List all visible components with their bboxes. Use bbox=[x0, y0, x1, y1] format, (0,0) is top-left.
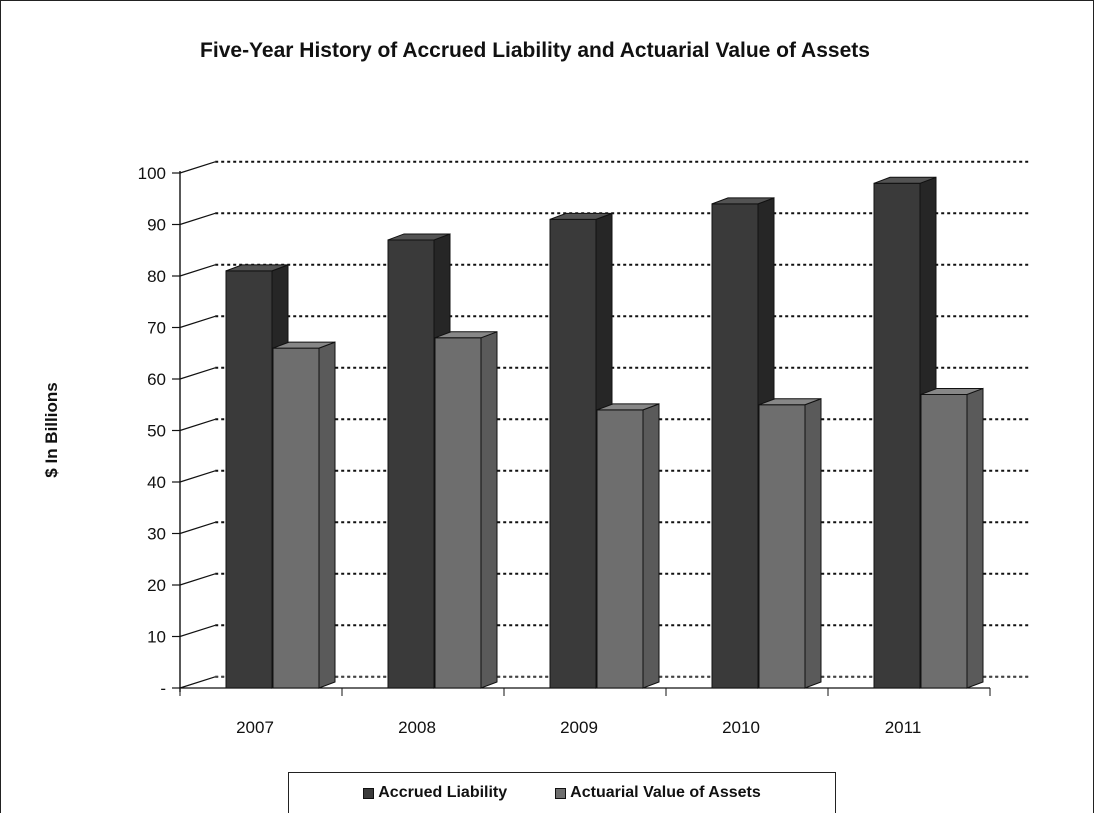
bar-actuarial-value-2008 bbox=[434, 337, 482, 689]
bar-accrued-liability-2007 bbox=[225, 270, 273, 689]
bar-side bbox=[318, 341, 336, 689]
bar-top bbox=[549, 212, 613, 220]
bar-actuarial-value-2009 bbox=[596, 409, 644, 689]
y-tick-label: 70 bbox=[147, 319, 166, 338]
legend-item-accrued-liability: Accrued Liability bbox=[363, 784, 507, 802]
bar-accrued-liability-2008 bbox=[387, 239, 435, 689]
bar-side bbox=[966, 387, 984, 689]
gridline-side bbox=[179, 521, 216, 535]
y-tick-label: 10 bbox=[147, 628, 166, 647]
bar-top bbox=[387, 233, 451, 241]
legend-label-actuarial-value: Actuarial Value of Assets bbox=[570, 784, 761, 801]
bar-top bbox=[873, 176, 937, 184]
bar-top bbox=[711, 197, 775, 205]
gridline-side bbox=[179, 212, 216, 226]
bar-side bbox=[480, 331, 498, 689]
bar-side bbox=[804, 398, 822, 689]
y-tick-label: 100 bbox=[138, 164, 166, 183]
gridline-side bbox=[179, 624, 216, 638]
bar-actuarial-value-2010 bbox=[758, 404, 806, 689]
y-tick-label: 60 bbox=[147, 370, 166, 389]
x-tick-label: 2007 bbox=[236, 718, 274, 737]
bar-top bbox=[225, 264, 289, 272]
bar-side bbox=[642, 403, 660, 689]
tick-labels: - 10 20 30 40 50 60 70 80 90 100 2007 2008 2009 2010 20… bbox=[138, 164, 922, 737]
gridline-side bbox=[179, 161, 216, 174]
gridline-side bbox=[179, 367, 216, 380]
y-tick-label: 20 bbox=[147, 576, 166, 595]
y-tick-label: 90 bbox=[147, 216, 166, 235]
y-tick-label: 30 bbox=[147, 525, 166, 544]
bar-accrued-liability-2010 bbox=[711, 203, 759, 689]
y-tick-label: 50 bbox=[147, 422, 166, 441]
bar-top bbox=[434, 331, 498, 339]
gridline-side bbox=[179, 418, 216, 432]
bar-actuarial-value-2007 bbox=[272, 347, 320, 689]
x-tick-label: 2008 bbox=[398, 718, 436, 737]
gridline-side bbox=[179, 573, 216, 586]
gridline-side bbox=[179, 470, 216, 483]
legend-swatch-actuarial-value bbox=[555, 787, 567, 799]
bar-accrued-liability-2009 bbox=[549, 218, 597, 689]
gridline-side bbox=[179, 676, 216, 689]
chart-title: Five-Year History of Accrued Liability a… bbox=[200, 39, 870, 62]
y-tick-label: - bbox=[160, 679, 166, 698]
y-tick-label: 40 bbox=[147, 473, 166, 492]
bar-actuarial-value-2011 bbox=[920, 393, 968, 689]
bar-top bbox=[272, 341, 336, 349]
gridline-side bbox=[179, 264, 216, 277]
y-tick-label: 80 bbox=[147, 267, 166, 286]
legend-swatch-accrued-liability bbox=[363, 787, 375, 799]
bar-accrued-liability-2011 bbox=[873, 182, 921, 689]
x-tick-label: 2010 bbox=[722, 718, 760, 737]
bar-top bbox=[596, 403, 660, 411]
bar-top bbox=[920, 387, 984, 395]
legend-item-actuarial-value: Actuarial Value of Assets bbox=[555, 784, 761, 802]
gridline-side bbox=[179, 315, 216, 329]
legend: Accrued Liability Actuarial Value of Ass… bbox=[288, 772, 836, 813]
x-tick-label: 2009 bbox=[560, 718, 598, 737]
x-tick-label: 2011 bbox=[885, 718, 922, 737]
legend-label-accrued-liability: Accrued Liability bbox=[378, 784, 508, 801]
bar-top bbox=[758, 398, 822, 406]
bars bbox=[225, 176, 984, 689]
